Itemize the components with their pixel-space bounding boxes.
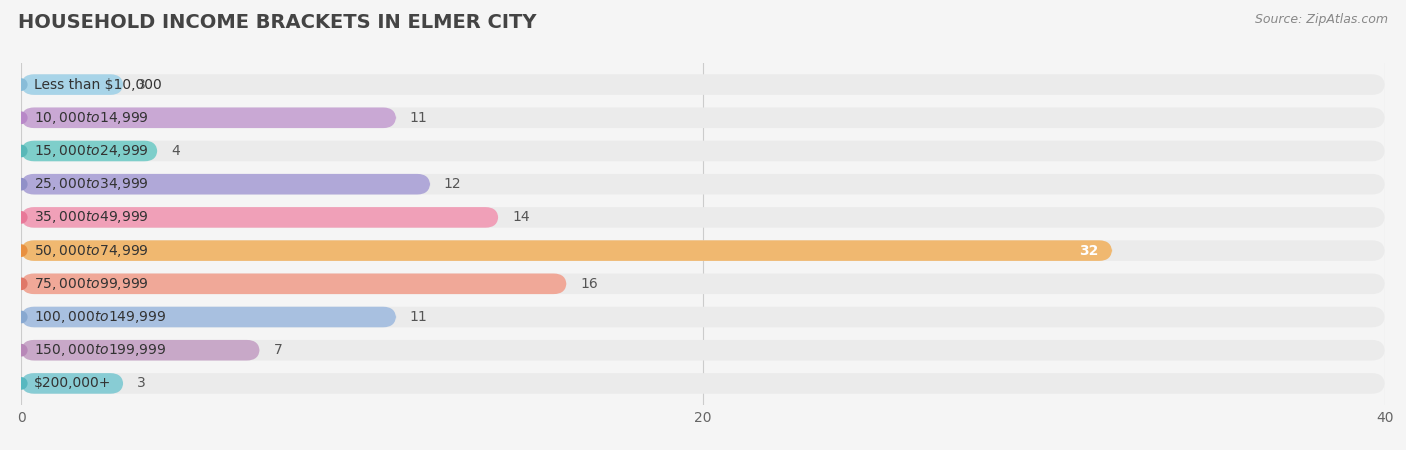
Text: 12: 12	[444, 177, 461, 191]
Text: Less than $10,000: Less than $10,000	[34, 77, 162, 92]
Text: $75,000 to $99,999: $75,000 to $99,999	[34, 276, 149, 292]
Text: Source: ZipAtlas.com: Source: ZipAtlas.com	[1254, 14, 1388, 27]
Circle shape	[15, 245, 27, 256]
FancyBboxPatch shape	[21, 274, 1385, 294]
FancyBboxPatch shape	[21, 340, 1385, 360]
Circle shape	[15, 378, 27, 389]
Text: 4: 4	[172, 144, 180, 158]
Circle shape	[15, 278, 27, 289]
FancyBboxPatch shape	[21, 108, 396, 128]
Text: $35,000 to $49,999: $35,000 to $49,999	[34, 209, 149, 225]
FancyBboxPatch shape	[21, 373, 124, 394]
Text: 3: 3	[136, 376, 146, 391]
Text: HOUSEHOLD INCOME BRACKETS IN ELMER CITY: HOUSEHOLD INCOME BRACKETS IN ELMER CITY	[18, 14, 537, 32]
Text: 32: 32	[1080, 243, 1098, 257]
FancyBboxPatch shape	[21, 373, 1385, 394]
FancyBboxPatch shape	[21, 307, 1385, 327]
Text: 16: 16	[581, 277, 598, 291]
FancyBboxPatch shape	[21, 340, 260, 360]
Circle shape	[15, 79, 27, 90]
Text: $25,000 to $34,999: $25,000 to $34,999	[34, 176, 149, 192]
Text: $50,000 to $74,999: $50,000 to $74,999	[34, 243, 149, 259]
Circle shape	[15, 179, 27, 190]
FancyBboxPatch shape	[21, 141, 157, 161]
FancyBboxPatch shape	[21, 74, 124, 95]
Text: 14: 14	[512, 211, 530, 225]
Text: $10,000 to $14,999: $10,000 to $14,999	[34, 110, 149, 126]
Circle shape	[15, 212, 27, 223]
Text: $200,000+: $200,000+	[34, 376, 111, 391]
Text: 11: 11	[409, 310, 427, 324]
Circle shape	[15, 311, 27, 323]
Text: 7: 7	[273, 343, 283, 357]
Text: 11: 11	[409, 111, 427, 125]
FancyBboxPatch shape	[21, 74, 1385, 95]
FancyBboxPatch shape	[21, 141, 1385, 161]
FancyBboxPatch shape	[21, 274, 567, 294]
FancyBboxPatch shape	[21, 108, 1385, 128]
Text: $15,000 to $24,999: $15,000 to $24,999	[34, 143, 149, 159]
FancyBboxPatch shape	[21, 207, 1385, 228]
Text: 3: 3	[136, 77, 146, 92]
Circle shape	[15, 112, 27, 123]
Text: $100,000 to $149,999: $100,000 to $149,999	[34, 309, 166, 325]
Text: $150,000 to $199,999: $150,000 to $199,999	[34, 342, 166, 358]
FancyBboxPatch shape	[21, 240, 1112, 261]
FancyBboxPatch shape	[21, 174, 1385, 194]
FancyBboxPatch shape	[21, 240, 1385, 261]
Circle shape	[15, 345, 27, 356]
FancyBboxPatch shape	[21, 174, 430, 194]
FancyBboxPatch shape	[21, 207, 499, 228]
Circle shape	[15, 145, 27, 157]
FancyBboxPatch shape	[21, 307, 396, 327]
